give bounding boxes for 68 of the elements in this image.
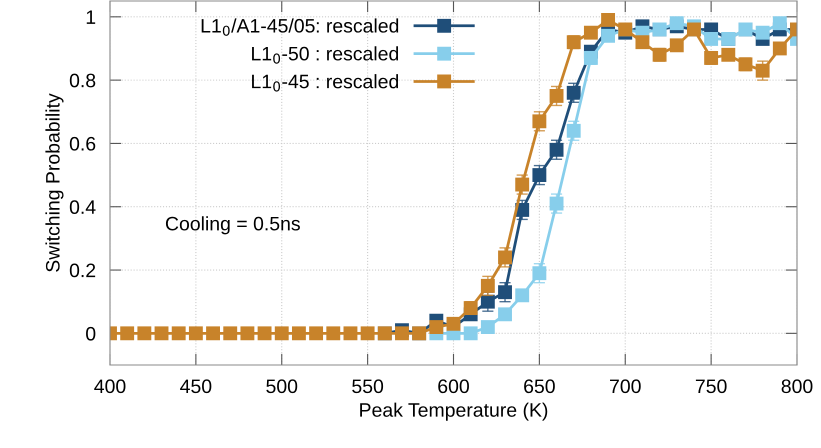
x-tick-label: 550 [352,379,384,394]
point [550,196,564,211]
y-tick-label: 0.8 [70,74,96,88]
x-tick-label: 600 [438,379,469,394]
point [446,316,460,331]
point [515,288,530,302]
annotation: Cooling = 0.5ns [166,216,300,234]
point [172,326,186,340]
point [206,326,220,340]
point [292,326,306,340]
point [532,168,546,182]
point [532,266,546,280]
point [309,326,324,340]
point [566,124,581,138]
y-tick-label: 0 [86,326,96,341]
point [258,326,272,340]
point [223,326,238,340]
point [240,326,254,340]
point [395,326,409,340]
point [566,86,581,100]
x-tick-label: 800 [782,379,812,394]
point [772,42,787,56]
point [429,320,444,334]
point [498,307,512,322]
point [584,26,598,40]
point [120,326,134,340]
y-tick-label: 1 [86,10,96,24]
legend-label: L1$_{0}$-45 : rescaled [252,74,398,92]
legend-label: L1$_{0}$-50 : rescaled [252,46,398,64]
point [498,285,512,300]
point [498,250,512,264]
point [550,89,564,103]
point [188,326,203,340]
point [344,326,358,340]
x-tick-label: 750 [696,379,727,394]
point [756,26,770,40]
point [670,38,684,52]
x-axis-title: Peak Temperature (K) [360,402,548,421]
point [360,326,375,340]
x-tick-label: 400 [94,379,126,394]
x-tick-label: 500 [266,379,298,394]
y-axis-title: Switching Probability [45,93,64,272]
x-tick-label: 650 [524,379,555,394]
point [601,13,616,27]
x-tick-label: 450 [180,379,212,394]
point [326,326,340,340]
point [274,326,289,340]
point [532,114,546,128]
point [670,16,684,30]
y-tick-label: 0.4 [70,200,96,214]
point [137,326,152,340]
point [772,16,787,30]
point [515,178,530,192]
point [480,294,495,309]
point [756,64,770,78]
point [704,32,718,46]
point [480,320,495,334]
point [601,28,616,43]
y-tick-label: 0.6 [70,136,96,151]
point [635,35,650,50]
point [154,326,168,340]
y-tick-label: 0.2 [70,264,96,278]
point [464,326,478,340]
point [550,142,564,157]
legend-label: L1$_{0}$/A1-45/05: rescaled [202,18,398,36]
point [480,278,495,293]
point [721,48,736,62]
x-tick-label: 700 [610,379,641,394]
